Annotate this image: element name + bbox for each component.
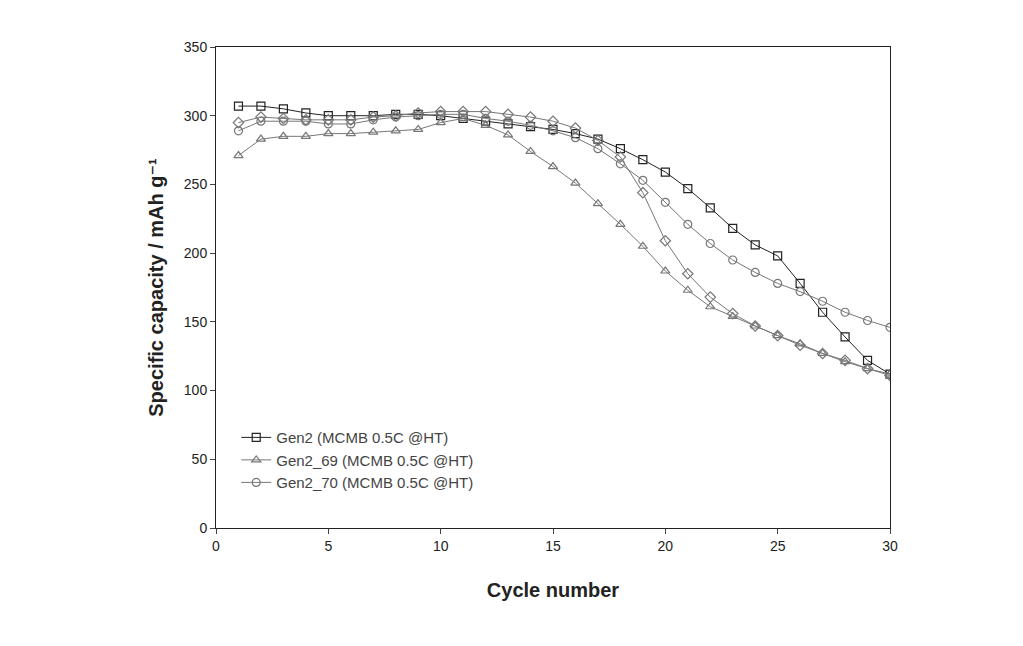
svg-text:30: 30: [882, 538, 898, 554]
svg-text:100: 100: [184, 382, 208, 398]
svg-text:Gen2_70 (MCMB 0.5C @HT): Gen2_70 (MCMB 0.5C @HT): [276, 474, 473, 491]
svg-text:0: 0: [199, 520, 207, 536]
svg-text:10: 10: [433, 538, 449, 554]
svg-text:Cycle number: Cycle number: [487, 579, 619, 601]
svg-text:Gen2_69 (MCMB 0.5C @HT): Gen2_69 (MCMB 0.5C @HT): [276, 452, 473, 469]
svg-text:20: 20: [658, 538, 674, 554]
svg-text:200: 200: [184, 245, 208, 261]
svg-text:5: 5: [324, 538, 332, 554]
svg-text:50: 50: [192, 451, 208, 467]
svg-text:Specific capacity / mAh g⁻¹: Specific capacity / mAh g⁻¹: [145, 158, 167, 417]
svg-text:0: 0: [212, 538, 220, 554]
svg-text:300: 300: [184, 108, 208, 124]
svg-text:250: 250: [184, 176, 208, 192]
svg-text:25: 25: [770, 538, 786, 554]
svg-text:150: 150: [184, 314, 208, 330]
svg-text:350: 350: [184, 39, 208, 55]
svg-text:Gen2 (MCMB 0.5C @HT): Gen2 (MCMB 0.5C @HT): [276, 429, 448, 446]
svg-text:15: 15: [545, 538, 561, 554]
